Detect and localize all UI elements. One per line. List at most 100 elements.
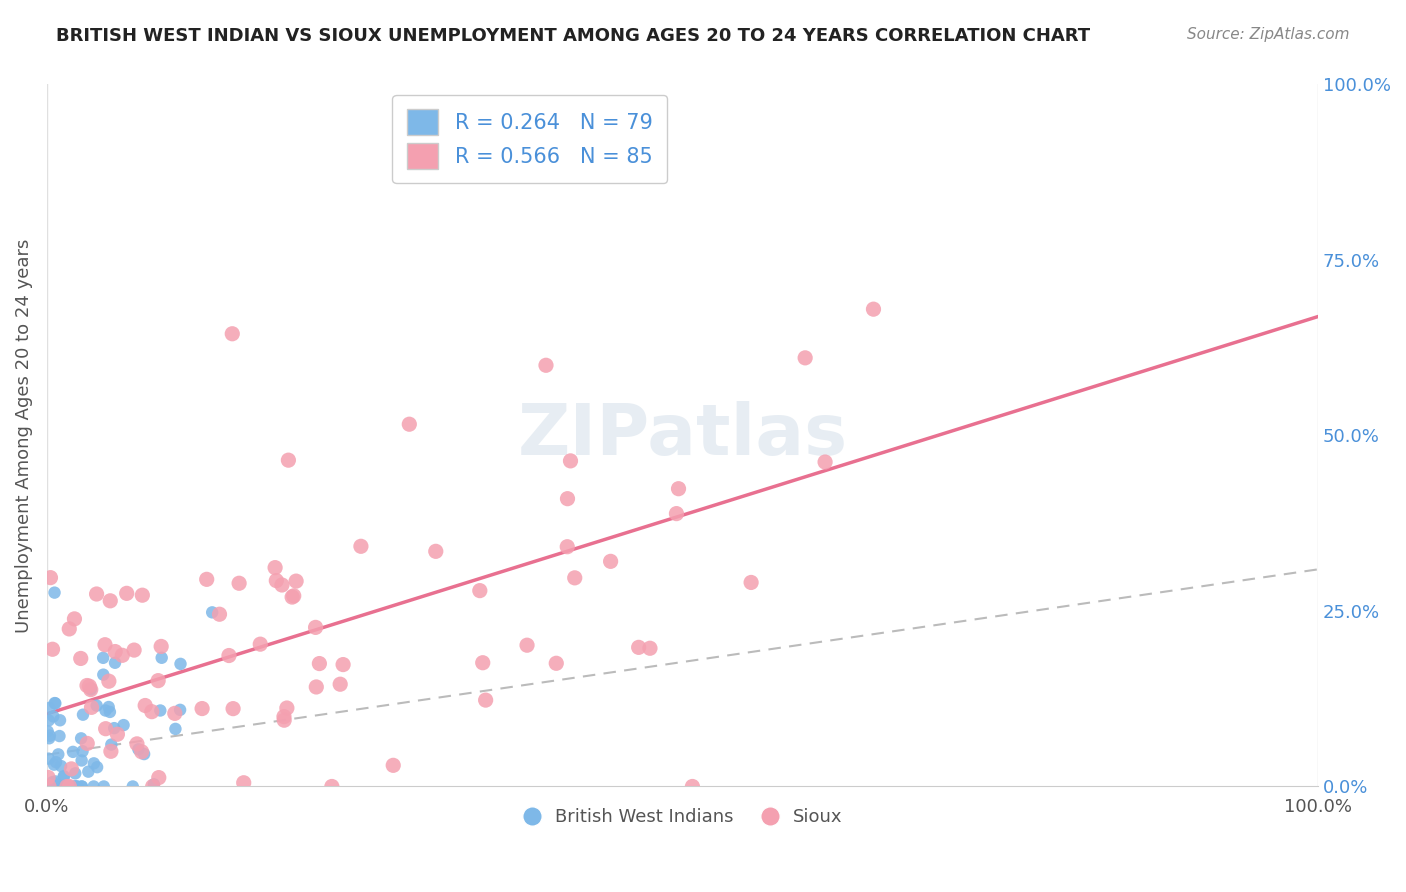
- Point: [70, 754, 93, 768]
- Point: [329, 677, 352, 691]
- Point: [350, 539, 373, 553]
- Point: [104, 644, 127, 658]
- Point: [42, 709, 65, 723]
- Point: [48, 780, 70, 794]
- Point: [150, 640, 173, 654]
- Point: [232, 776, 254, 790]
- Point: [285, 574, 308, 588]
- Point: [80, 682, 103, 697]
- Point: [321, 780, 343, 794]
- Point: [111, 648, 134, 663]
- Point: [58, 780, 80, 794]
- Point: [70, 780, 93, 794]
- Point: [125, 737, 148, 751]
- Point: [308, 657, 330, 671]
- Point: [42, 757, 65, 772]
- Point: [191, 701, 214, 715]
- Point: [86, 760, 108, 774]
- Point: [56, 780, 79, 794]
- Point: [70, 780, 93, 794]
- Point: [228, 576, 250, 591]
- Point: [146, 673, 169, 688]
- Point: [86, 698, 108, 713]
- Point: [222, 701, 245, 715]
- Point: [599, 554, 621, 568]
- Point: [332, 657, 354, 672]
- Point: [45, 755, 67, 769]
- Point: [38, 714, 60, 728]
- Point: [100, 744, 122, 758]
- Point: [555, 540, 578, 554]
- Point: [141, 705, 163, 719]
- Point: [249, 637, 271, 651]
- Point: [42, 780, 65, 794]
- Point: [44, 696, 66, 710]
- Point: [218, 648, 240, 663]
- Point: [134, 747, 156, 761]
- Point: [271, 578, 294, 592]
- Point: [63, 780, 86, 794]
- Point: [98, 594, 121, 608]
- Point: [58, 780, 80, 794]
- Point: [221, 326, 243, 341]
- Point: [165, 722, 187, 736]
- Point: [60, 762, 83, 776]
- Point: [103, 721, 125, 735]
- Legend: British West Indians, Sioux: British West Indians, Sioux: [515, 801, 849, 834]
- Point: [94, 704, 117, 718]
- Point: [39, 780, 62, 794]
- Point: [35, 780, 58, 794]
- Point: [546, 657, 568, 671]
- Point: [66, 780, 89, 794]
- Point: [39, 780, 62, 794]
- Point: [862, 302, 884, 317]
- Point: [740, 575, 762, 590]
- Point: [564, 571, 586, 585]
- Point: [72, 707, 94, 722]
- Point: [149, 704, 172, 718]
- Point: [49, 780, 72, 794]
- Point: [121, 780, 143, 794]
- Point: [80, 682, 103, 697]
- Point: [38, 751, 60, 765]
- Point: [94, 638, 117, 652]
- Point: [58, 780, 80, 794]
- Point: [83, 756, 105, 771]
- Point: [37, 780, 59, 794]
- Point: [65, 766, 87, 780]
- Point: [468, 583, 491, 598]
- Point: [46, 747, 69, 762]
- Point: [283, 589, 305, 603]
- Point: [281, 590, 304, 604]
- Point: [201, 605, 224, 619]
- Point: [794, 351, 817, 365]
- Point: [41, 780, 63, 794]
- Point: [142, 780, 165, 794]
- Point: [97, 700, 120, 714]
- Point: [142, 777, 165, 791]
- Point: [681, 780, 703, 794]
- Point: [131, 588, 153, 602]
- Point: [76, 678, 98, 692]
- Point: [94, 722, 117, 736]
- Point: [305, 680, 328, 694]
- Point: [37, 771, 59, 785]
- Point: [44, 780, 66, 794]
- Point: [38, 729, 60, 743]
- Point: [273, 709, 295, 723]
- Point: [91, 650, 114, 665]
- Point: [41, 642, 63, 657]
- Point: [169, 703, 191, 717]
- Point: [76, 736, 98, 750]
- Point: [97, 674, 120, 689]
- Text: ZIPatlas: ZIPatlas: [517, 401, 848, 470]
- Point: [471, 656, 494, 670]
- Point: [276, 701, 298, 715]
- Point: [98, 705, 121, 719]
- Point: [59, 780, 82, 794]
- Point: [100, 738, 122, 752]
- Point: [52, 769, 75, 783]
- Point: [131, 745, 153, 759]
- Point: [77, 764, 100, 779]
- Point: [150, 650, 173, 665]
